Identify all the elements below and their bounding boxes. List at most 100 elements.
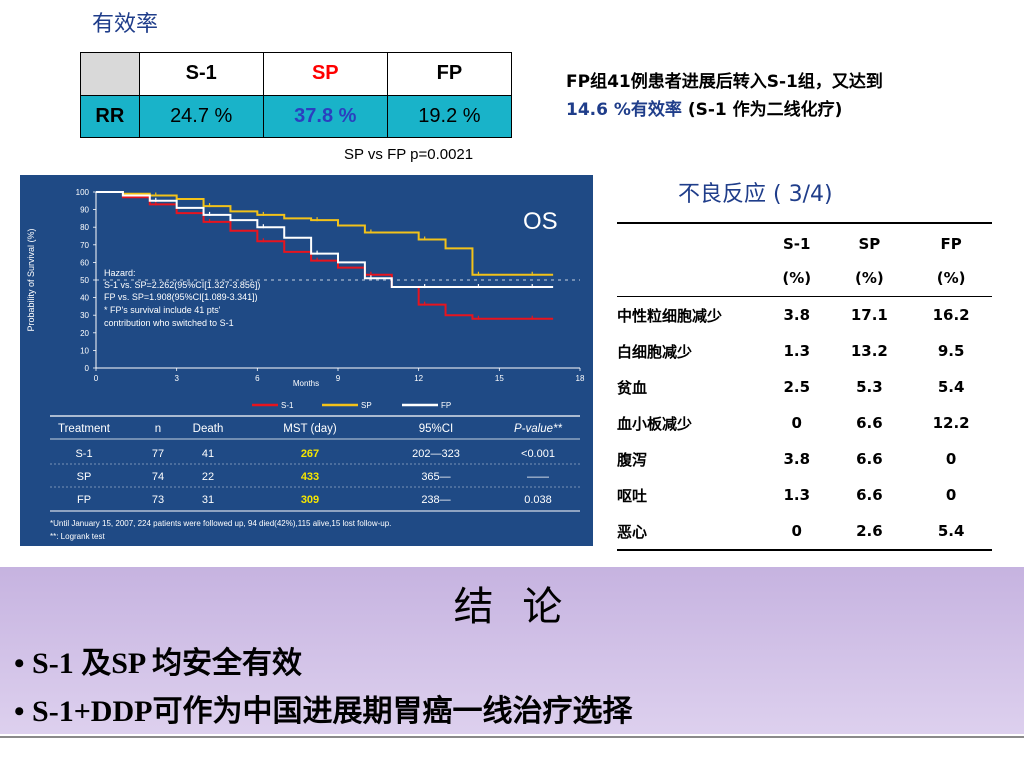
footer-divider — [0, 736, 1024, 738]
ae-row: 恶心 0 2.6 5.4 — [617, 513, 992, 551]
y-axis-label: Probability of Survival (%) — [26, 228, 36, 331]
fp-crossover-note: FP组41例患者进展后转入S-1组，又达到 14.6 %有效率 (S-1 作为二… — [566, 68, 996, 124]
ae-row-fp: 16.2 — [932, 306, 970, 324]
adverse-events-title: 不良反应 ( 3/4) — [678, 182, 833, 207]
row-sp-ci: 365— — [421, 471, 450, 483]
rr-header-blank — [80, 52, 140, 96]
conclusion-bullet-text: S-1 及SP 均安全有效 — [32, 647, 303, 680]
footnote-1: *Until January 15, 2007, 224 patients we… — [50, 519, 391, 528]
os-label: OS — [523, 208, 558, 235]
fp-note-rate: 14.6 %有效率 — [566, 100, 682, 120]
footnote-2: **: Logrank test — [50, 532, 105, 541]
conclusion-bullet-text: S-1+DDP可作为中国进展期胃癌一线治疗选择 — [32, 695, 633, 728]
ae-row-fp: 0 — [945, 450, 957, 468]
row-sp-n: 74 — [152, 471, 164, 483]
row-fp-mst: 309 — [301, 494, 319, 506]
ae-row-s1: 1.3 — [783, 486, 811, 504]
ae-row-sp: 2.6 — [828, 513, 911, 551]
y-tick-label: 80 — [80, 223, 89, 232]
row-fp-death: 31 — [202, 494, 214, 506]
y-tick-label: 40 — [80, 294, 89, 303]
row-s1-n: 77 — [152, 448, 164, 460]
row-sp-treatment: SP — [77, 471, 92, 483]
rr-header-sp: SP — [262, 52, 388, 96]
x-tick-label: 3 — [174, 374, 179, 383]
y-tick-label: 90 — [80, 206, 89, 215]
conclusion-band — [0, 567, 1024, 734]
conclusion-bullet: • S-1 及SP 均安全有效 — [14, 647, 303, 680]
x-tick-label: 6 — [255, 374, 260, 383]
ae-row-name: 血小板减少 — [617, 414, 693, 433]
th-mst: MST (day) — [283, 423, 337, 435]
hazard-line-4: contribution who switched to S-1 — [104, 318, 234, 328]
row-fp-pvalue: 0.038 — [524, 494, 552, 506]
ae-unit-fp: (%) — [910, 260, 992, 297]
ae-row-fp: 5.4 — [910, 513, 992, 551]
ae-row: 白细胞减少 1.3 13.2 9.5 — [617, 333, 992, 369]
ae-row-s1: 1.3 — [783, 342, 811, 360]
ae-header-fp: FP — [910, 222, 992, 260]
hazard-line-0: Hazard: — [104, 268, 136, 278]
fp-note-line1: FP组41例患者进展后转入S-1组，又达到 — [566, 72, 883, 92]
ae-row: 腹泻 3.8 6.6 0 — [617, 441, 992, 477]
ae-row-name: 呕吐 — [617, 486, 648, 505]
ae-header-blank — [617, 222, 765, 260]
ae-row: 血小板减少 0 6.6 12.2 — [617, 405, 992, 441]
hazard-annotation: Hazard: S-1 vs. SP=2.262(95%CI[1.327-3.8… — [104, 268, 260, 328]
ae-row-name: 恶心 — [617, 513, 765, 551]
row-s1-death: 41 — [202, 448, 214, 460]
row-s1-treatment: S-1 — [75, 448, 92, 460]
ae-row-name: 腹泻 — [617, 450, 648, 469]
x-tick-label: 18 — [576, 374, 585, 383]
ae-row-fp: 9.5 — [937, 342, 965, 360]
conclusion-bullet: • S-1+DDP可作为中国进展期胃癌一线治疗选择 — [14, 695, 633, 728]
ae-row-sp: 6.6 — [856, 450, 883, 468]
ae-row-sp: 5.3 — [856, 378, 883, 396]
ae-row-sp: 6.6 — [856, 486, 883, 504]
survival-table-body: S-1 77 41 267 202—323 <0.001 SP 74 22 43… — [75, 448, 555, 506]
ae-row-s1: 3.8 — [783, 450, 811, 468]
survival-table-header: Treatment n Death MST (day) 95%CI P-valu… — [58, 423, 562, 435]
y-tick-label: 100 — [76, 188, 90, 197]
x-tick-label: 12 — [414, 374, 423, 383]
hazard-line-1: S-1 vs. SP=2.262(95%CI[1.327-3.856]) — [104, 280, 260, 290]
ae-row-fp: 12.2 — [932, 414, 970, 432]
ae-row-sp: 17.1 — [850, 306, 888, 324]
y-tick-label: 10 — [80, 346, 89, 355]
row-fp-ci: 238— — [421, 494, 450, 506]
rr-header-s1: S-1 — [138, 52, 264, 96]
row-sp-pvalue: —— — [527, 471, 549, 483]
fp-note-suffix: (S-1 作为二线化疗) — [681, 100, 843, 120]
x-tick-label: 15 — [495, 374, 504, 383]
row-s1-pvalue: <0.001 — [521, 448, 555, 460]
ae-row-s1: 0 — [791, 414, 802, 432]
ae-row-sp: 13.2 — [850, 342, 888, 360]
ae-header-s1: S-1 — [765, 222, 829, 260]
ae-row: 贫血 2.5 5.3 5.4 — [617, 369, 992, 405]
survival-curve-fp — [96, 191, 554, 289]
ae-row-s1: 2.5 — [783, 378, 811, 396]
th-treatment: Treatment — [58, 423, 111, 435]
chart-legend: S-1 SP FP — [252, 401, 451, 410]
ae-row-name: 白细胞减少 — [617, 342, 693, 361]
ae-row-name: 贫血 — [617, 378, 648, 397]
y-tick-label: 60 — [80, 258, 89, 267]
row-fp-treatment: FP — [77, 494, 91, 506]
rr-header-fp: FP — [386, 52, 513, 96]
hazard-line-3: * FP's survival include 41 pts' — [104, 305, 221, 315]
y-tick-label: 20 — [80, 329, 89, 338]
rr-value-sp: 37.8 % — [262, 94, 388, 138]
ae-unit-blank — [617, 260, 765, 297]
ae-row-s1: 0 — [765, 513, 829, 551]
fp-note-line2: 14.6 %有效率 (S-1 作为二线化疗) — [566, 96, 996, 124]
adverse-events-table: S-1 SP FP (%) (%) (%) 中性粒细胞减少 3.8 17.1 1… — [617, 222, 992, 551]
ae-row-sp: 6.6 — [856, 414, 883, 432]
ae-row: 中性粒细胞减少 3.8 17.1 16.2 — [617, 297, 992, 334]
legend-label-sp: SP — [361, 401, 372, 410]
response-rate-title: 有效率 — [92, 12, 159, 37]
response-rate-table: S-1 SP FP RR 24.7 % 37.8 % 19.2 % — [80, 52, 513, 138]
survival-panel: 100 90 80 70 60 50 40 30 20 10 0 0 3 6 9 12 15 18 Probabi… — [20, 175, 593, 546]
ae-unit-s1: (%) — [765, 260, 829, 297]
x-axis-label: Months — [293, 379, 319, 388]
